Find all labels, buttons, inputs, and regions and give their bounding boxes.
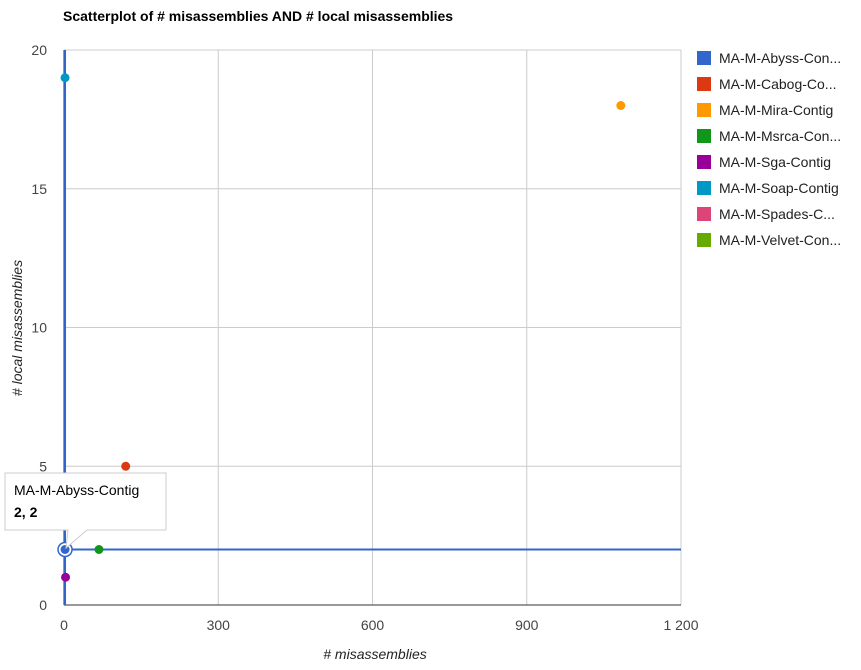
data-point[interactable] — [60, 73, 70, 83]
legend-item[interactable]: MA-M-Velvet-Con... — [697, 232, 841, 248]
legend-swatch — [697, 155, 711, 169]
y-tick-label: 20 — [31, 42, 47, 58]
grid-lines — [64, 49, 682, 605]
legend-label: MA-M-Abyss-Con... — [719, 50, 841, 66]
legend-label: MA-M-Msrca-Con... — [719, 128, 841, 144]
legend-item[interactable]: MA-M-Msrca-Con... — [697, 128, 841, 144]
y-tick-label: 0 — [39, 597, 47, 613]
x-tick-label: 600 — [361, 617, 385, 633]
data-point[interactable] — [616, 101, 626, 110]
data-points — [57, 73, 626, 582]
legend-swatch — [697, 233, 711, 247]
tooltip-series-name: MA-M-Abyss-Contig — [14, 482, 139, 498]
legend-label: MA-M-Spades-C... — [719, 206, 835, 222]
tooltip: MA-M-Abyss-Contig 2, 2 — [4, 472, 167, 550]
tooltip-box — [4, 472, 167, 550]
legend-item[interactable]: MA-M-Spades-C... — [697, 206, 835, 222]
legend-label: MA-M-Cabog-Co... — [719, 76, 836, 92]
legend-label: MA-M-Sga-Contig — [719, 154, 831, 170]
legend-item[interactable]: MA-M-Cabog-Co... — [697, 76, 836, 92]
x-tick-labels: 0 300 600 900 1 200 — [60, 617, 699, 633]
legend-swatch — [697, 103, 711, 117]
x-axis-title: # misassemblies — [323, 646, 426, 662]
legend-label: MA-M-Mira-Contig — [719, 102, 833, 118]
tooltip-value: 2, 2 — [14, 504, 38, 520]
legend-item[interactable]: MA-M-Abyss-Con... — [697, 50, 841, 66]
legend[interactable]: MA-M-Abyss-Con... MA-M-Cabog-Co... MA-M-Mi… — [697, 50, 841, 248]
legend-swatch — [697, 207, 711, 221]
y-tick-label: 15 — [31, 181, 47, 197]
data-point[interactable] — [94, 545, 104, 554]
data-point[interactable] — [61, 572, 71, 582]
legend-item[interactable]: MA-M-Mira-Contig — [697, 102, 833, 118]
x-tick-label: 1 200 — [663, 617, 698, 633]
y-axis-title: # local misassemblies — [9, 260, 25, 396]
y-tick-labels: 0 5 10 15 20 — [31, 42, 47, 613]
data-point[interactable] — [121, 461, 131, 471]
legend-item[interactable]: MA-M-Sga-Contig — [697, 154, 831, 170]
x-tick-label: 900 — [515, 617, 539, 633]
legend-item[interactable]: MA-M-Soap-Contig — [697, 180, 839, 196]
x-tick-label: 0 — [60, 617, 68, 633]
legend-swatch — [697, 51, 711, 65]
legend-swatch — [697, 77, 711, 91]
y-tick-label: 5 — [39, 458, 47, 474]
legend-swatch — [697, 181, 711, 195]
legend-swatch — [697, 129, 711, 143]
legend-label: MA-M-Velvet-Con... — [719, 232, 841, 248]
y-tick-label: 10 — [31, 320, 47, 336]
chart-title: Scatterplot of # misassemblies AND # loc… — [63, 8, 453, 24]
x-tick-label: 300 — [207, 617, 231, 633]
legend-label: MA-M-Soap-Contig — [719, 180, 839, 196]
